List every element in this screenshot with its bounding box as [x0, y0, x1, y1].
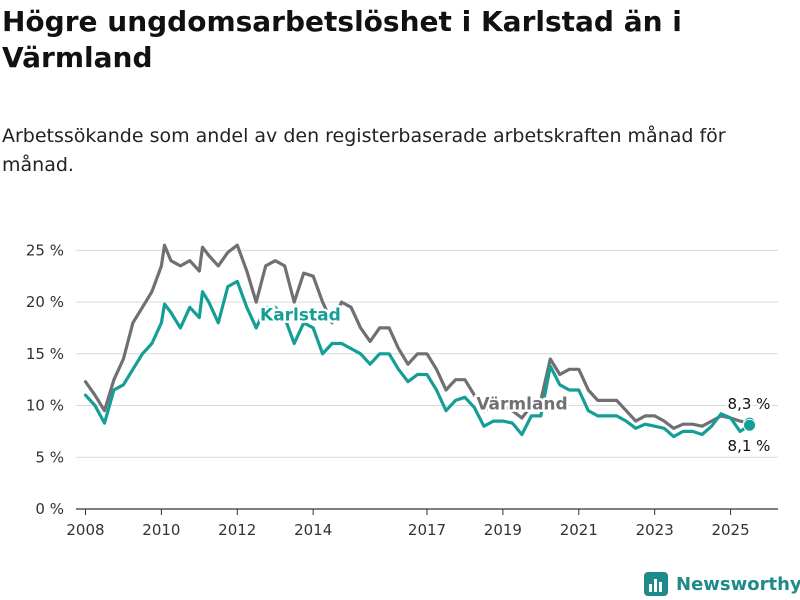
x-tick-label: 2010	[142, 521, 180, 539]
x-tick-label: 2023	[636, 521, 674, 539]
series-line-karlstad	[83, 279, 752, 439]
y-tick-label: 10 %	[26, 397, 64, 415]
x-tick-label: 2017	[408, 521, 446, 539]
chart-subtitle: Arbetssökande som andel av den registerb…	[2, 125, 726, 176]
logo-text: Newsworthy	[676, 573, 800, 595]
newsworthy-chart-logo-icon	[644, 572, 668, 596]
y-tick-label: 5 %	[35, 448, 64, 466]
y-tick-label: 15 %	[26, 345, 64, 363]
gridlines	[76, 249, 778, 510]
y-axis-ticks: 0 % 5 % 10 % 15 % 20 % 25 %	[26, 241, 64, 518]
series-line-värmland	[83, 243, 752, 430]
x-tick-label: 2021	[560, 521, 598, 539]
newsworthy-logo: Newsworthy	[644, 570, 800, 598]
y-tick-label: 25 %	[26, 241, 64, 259]
end-point-marker	[743, 418, 757, 432]
series-label-varmland: Värmland	[476, 395, 567, 415]
series-label-karlstad: Karlstad	[260, 306, 341, 326]
series-lines	[83, 243, 757, 439]
x-tick-label: 2012	[218, 521, 256, 539]
x-tick-label: 2025	[711, 521, 749, 539]
end-value-label-karlstad: 8,1 %	[728, 437, 771, 455]
series-labels: Karlstad Värmland 8,3 % 8,1 %	[258, 303, 773, 457]
x-tick-label: 2019	[484, 521, 522, 539]
end-value-label-varmland: 8,3 %	[728, 395, 771, 413]
x-tick-label: 2014	[294, 521, 332, 539]
x-tick-label: 2008	[66, 521, 104, 539]
x-axis-ticks: 2008 2010 2012 2014 2017 2019 2021 2023 2025	[66, 509, 750, 539]
chart-title: Högre ungdomsarbetslöshet i Karlstad än …	[2, 5, 682, 74]
y-tick-label: 0 %	[35, 500, 64, 518]
y-tick-label: 20 %	[26, 293, 64, 311]
